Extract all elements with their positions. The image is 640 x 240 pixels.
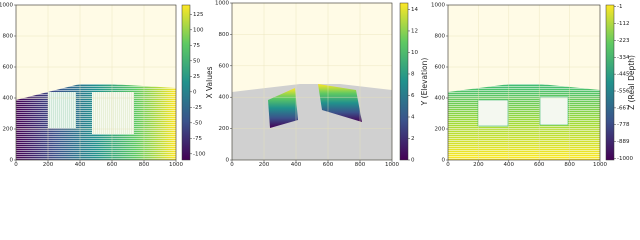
colorbar-tick-label: -334 bbox=[617, 55, 630, 61]
colorbar-tick-label: -75 bbox=[193, 136, 202, 142]
x-tick-label: 0 bbox=[446, 162, 450, 167]
colorbar-tick-label: -223 bbox=[617, 38, 630, 44]
colorbar bbox=[181, 4, 191, 161]
y-tick-label: 0 bbox=[442, 158, 446, 164]
x-tick-label: 1000 bbox=[593, 162, 607, 167]
plot-frame bbox=[231, 2, 393, 161]
colorbar-label: Z (Real Depth) bbox=[627, 55, 636, 110]
y-tick-label: 200 bbox=[219, 126, 230, 132]
x-tick-label: 800 bbox=[564, 162, 575, 167]
x-tick-label: 400 bbox=[291, 162, 302, 167]
colorbar-tick-label: -50 bbox=[193, 120, 202, 126]
y-tick-label: 600 bbox=[219, 63, 230, 69]
colorbar-tick-label: 100 bbox=[193, 27, 204, 33]
colorbar bbox=[605, 4, 615, 161]
x-tick-label: 800 bbox=[355, 162, 366, 167]
scene-3 bbox=[448, 84, 600, 160]
colorbar-tick-label: 8 bbox=[411, 71, 415, 77]
scene-2 bbox=[232, 84, 392, 160]
figure: 0 200 400 600 800 100002004006008001000125100… bbox=[0, 1, 636, 168]
colorbar-tick-label: -556 bbox=[617, 89, 630, 95]
colorbar-tick-label: 2 bbox=[411, 136, 415, 142]
colorbar-tick-label: -445 bbox=[617, 72, 630, 78]
colorbar-tick-label: 12 bbox=[411, 28, 418, 34]
y-tick-label: 400 bbox=[219, 95, 230, 101]
colorbar-tick-label: 0 bbox=[411, 158, 415, 164]
x-tick-label: 800 bbox=[139, 162, 150, 167]
colorbar-tick-label: 4 bbox=[411, 114, 415, 120]
y-tick-label: 600 bbox=[435, 65, 446, 71]
colorbar-label: X Values bbox=[205, 66, 214, 98]
y-tick-label: 0 bbox=[10, 158, 14, 164]
y-tick-label: 200 bbox=[435, 127, 446, 133]
plot-frame bbox=[15, 4, 177, 161]
y-tick-label: 800 bbox=[3, 34, 14, 40]
y-tick-label: 600 bbox=[3, 65, 14, 71]
x-tick-label: 1000 bbox=[169, 162, 183, 167]
colorbar-tick-label: 0 bbox=[193, 89, 197, 95]
y-tick-label: 1000 bbox=[431, 3, 445, 9]
y-tick-label: 200 bbox=[3, 127, 14, 133]
x-tick-label: 0 bbox=[230, 162, 234, 167]
colorbar-tick-label: -1 bbox=[617, 4, 622, 10]
colorbar-tick-label: 10 bbox=[411, 50, 418, 56]
x-tick-label: 400 bbox=[504, 162, 515, 167]
colorbar-tick-label: -100 bbox=[193, 151, 206, 157]
colorbar-tick-label: -667 bbox=[617, 105, 630, 111]
y-tick-label: 800 bbox=[219, 32, 230, 38]
colorbar-tick-label: -1000 bbox=[617, 156, 633, 162]
y-tick-label: 800 bbox=[435, 34, 446, 40]
x-tick-label: 0 bbox=[14, 162, 18, 167]
x-tick-label: 200 bbox=[43, 162, 54, 167]
colorbar-tick-label: 50 bbox=[193, 58, 200, 64]
y-tick-label: 1000 bbox=[0, 3, 13, 9]
x-tick-label: 200 bbox=[473, 162, 484, 167]
colorbar-tick-label: 25 bbox=[193, 74, 200, 80]
x-tick-label: 600 bbox=[323, 162, 334, 167]
colorbar bbox=[399, 2, 409, 161]
y-tick-label: 400 bbox=[3, 96, 14, 102]
colorbar-tick-label: -25 bbox=[193, 105, 202, 111]
plot-frame bbox=[447, 4, 601, 161]
y-tick-label: 400 bbox=[435, 96, 446, 102]
colorbar-tick-label: 14 bbox=[411, 7, 418, 13]
x-tick-label: 1000 bbox=[385, 162, 399, 167]
colorbar-tick-label: -889 bbox=[617, 139, 630, 145]
x-tick-label: 600 bbox=[534, 162, 545, 167]
colorbar-tick-label: 75 bbox=[193, 43, 200, 49]
scene-1 bbox=[16, 84, 176, 160]
colorbar-tick-label: -112 bbox=[617, 21, 629, 27]
x-tick-label: 200 bbox=[259, 162, 270, 167]
y-tick-label: 1000 bbox=[215, 1, 229, 7]
y-tick-label: 0 bbox=[226, 158, 230, 164]
colorbar-label: Y (Elevation) bbox=[420, 58, 429, 107]
x-tick-label: 400 bbox=[75, 162, 86, 167]
colorbar-tick-label: 6 bbox=[411, 93, 415, 99]
x-tick-label: 600 bbox=[107, 162, 118, 167]
colorbar-tick-label: 125 bbox=[193, 12, 204, 18]
colorbar-tick-label: -778 bbox=[617, 122, 630, 128]
